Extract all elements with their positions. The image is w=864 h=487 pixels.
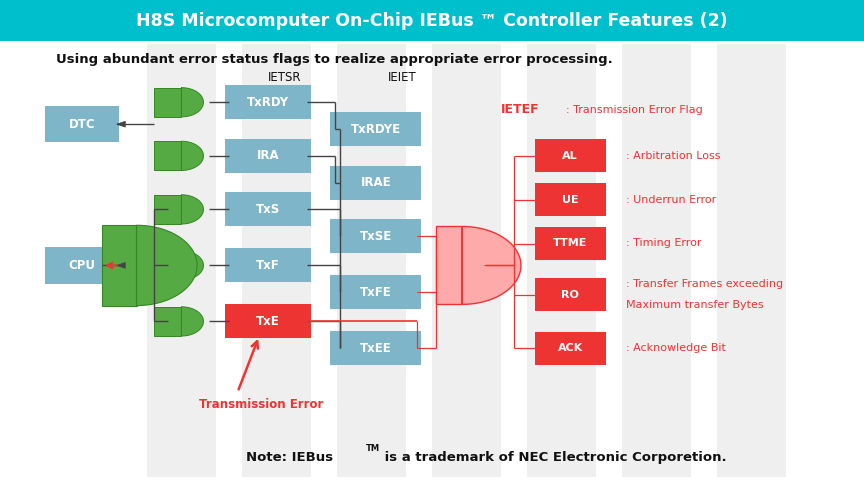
Text: DTC: DTC [69, 118, 95, 131]
PathPatch shape [181, 307, 203, 336]
PathPatch shape [137, 225, 197, 306]
Text: AL: AL [562, 151, 578, 161]
FancyBboxPatch shape [535, 332, 606, 365]
Text: TxRDY: TxRDY [247, 96, 289, 109]
Text: : Timing Error: : Timing Error [626, 239, 702, 248]
Text: TxE: TxE [256, 315, 280, 328]
PathPatch shape [181, 141, 203, 170]
FancyBboxPatch shape [330, 331, 421, 365]
FancyBboxPatch shape [535, 278, 606, 311]
FancyBboxPatch shape [622, 44, 691, 477]
FancyBboxPatch shape [535, 139, 606, 172]
Polygon shape [117, 262, 125, 268]
Text: RO: RO [562, 290, 579, 300]
Text: TxSE: TxSE [359, 230, 392, 243]
FancyBboxPatch shape [225, 304, 311, 338]
Text: Note: IEBus: Note: IEBus [246, 451, 334, 464]
FancyBboxPatch shape [225, 192, 311, 226]
FancyBboxPatch shape [330, 112, 421, 146]
FancyBboxPatch shape [717, 44, 786, 477]
Text: Using abundant error status flags to realize appropriate error processing.: Using abundant error status flags to rea… [56, 53, 613, 66]
Text: CPU: CPU [68, 259, 96, 272]
FancyBboxPatch shape [242, 44, 311, 477]
Text: TxS: TxS [256, 203, 280, 216]
Text: Maximum transfer Bytes: Maximum transfer Bytes [626, 300, 764, 310]
FancyBboxPatch shape [46, 247, 119, 283]
Text: IRA: IRA [257, 150, 279, 162]
Text: TM: TM [365, 444, 379, 452]
Text: : Arbitration Loss: : Arbitration Loss [626, 151, 721, 161]
FancyBboxPatch shape [225, 248, 311, 282]
PathPatch shape [181, 195, 203, 224]
Text: IEIET: IEIET [387, 72, 416, 84]
FancyBboxPatch shape [225, 139, 311, 173]
Polygon shape [117, 121, 125, 127]
Text: : Transfer Frames exceeding: : Transfer Frames exceeding [626, 279, 784, 289]
Text: is a trademark of NEC Electronic Corporetion.: is a trademark of NEC Electronic Corpore… [380, 451, 727, 464]
Text: Transmission Error: Transmission Error [199, 398, 323, 411]
Text: : Underrun Error: : Underrun Error [626, 195, 716, 205]
Text: TxF: TxF [256, 259, 280, 272]
FancyBboxPatch shape [147, 44, 216, 477]
FancyBboxPatch shape [102, 225, 137, 306]
FancyBboxPatch shape [154, 88, 181, 117]
Text: TxFE: TxFE [360, 286, 391, 299]
FancyBboxPatch shape [154, 195, 181, 224]
PathPatch shape [181, 251, 203, 280]
FancyBboxPatch shape [337, 44, 406, 477]
FancyBboxPatch shape [154, 307, 181, 336]
Text: IETEF: IETEF [501, 103, 540, 116]
FancyBboxPatch shape [154, 141, 181, 170]
FancyBboxPatch shape [46, 106, 119, 142]
FancyBboxPatch shape [535, 183, 606, 216]
FancyBboxPatch shape [432, 44, 501, 477]
FancyBboxPatch shape [436, 226, 462, 304]
Text: TxEE: TxEE [360, 342, 391, 355]
Text: IRAE: IRAE [360, 176, 391, 189]
Text: UE: UE [562, 195, 579, 205]
Text: ACK: ACK [557, 343, 583, 353]
Text: IETSR: IETSR [269, 72, 302, 84]
Text: TTME: TTME [553, 239, 588, 248]
FancyBboxPatch shape [154, 251, 181, 280]
FancyBboxPatch shape [225, 85, 311, 119]
PathPatch shape [462, 226, 521, 304]
FancyBboxPatch shape [330, 275, 421, 309]
FancyBboxPatch shape [330, 219, 421, 253]
Text: TxRDYE: TxRDYE [351, 123, 401, 135]
FancyBboxPatch shape [0, 0, 864, 41]
FancyBboxPatch shape [330, 166, 421, 200]
FancyBboxPatch shape [527, 44, 596, 477]
Text: : Transmission Error Flag: : Transmission Error Flag [566, 105, 702, 114]
Text: : Acknowledge Bit: : Acknowledge Bit [626, 343, 727, 353]
Text: H8S Microcomputer On-Chip IEBus ™ Controller Features (2): H8S Microcomputer On-Chip IEBus ™ Contro… [137, 12, 727, 30]
FancyBboxPatch shape [535, 227, 606, 260]
PathPatch shape [181, 88, 203, 117]
